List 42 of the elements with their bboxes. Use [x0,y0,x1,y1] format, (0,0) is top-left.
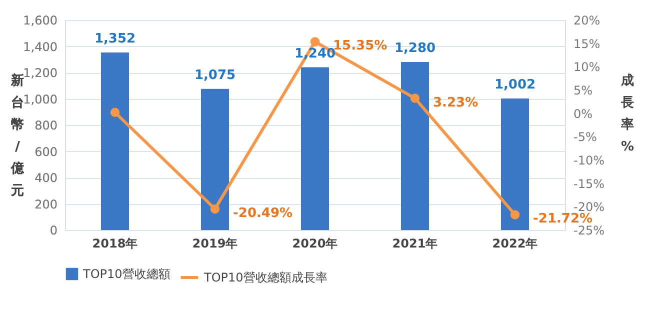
x-tick-label: 2019年 [192,236,238,250]
point [210,204,220,214]
y-tick-label: 1,400 [23,40,58,54]
y2-tick-label: 20% [574,14,600,28]
bar [501,98,529,230]
y2-tick-label: 5% [574,84,593,98]
point [310,37,320,46]
bar [201,88,229,230]
y-tick-label: 400 [34,171,58,185]
y-tick-label: 800 [34,118,58,132]
bar [101,52,129,230]
y2-tick-label: 15% [574,36,600,51]
y2-tick-label: 10% [574,60,600,74]
y2-tick-label: -10% [574,154,605,168]
data-label: -20.49% [233,206,293,221]
data-label: 1,002 [494,77,536,92]
y-tick-label: 0 [50,224,58,238]
legend-label: TOP10營收總額成長率 [203,270,328,284]
legend-label: TOP10營收總額 [82,267,170,281]
bar [401,62,429,230]
y2-axis-title: 成長率% [620,74,634,154]
y-tick-label: 1,200 [23,66,58,80]
point [110,108,120,118]
y-tick-label: 1,000 [23,92,58,106]
x-tick-label: 2021年 [392,236,438,250]
x-tick-label: 2022年 [492,236,538,250]
bar [301,67,329,230]
point [510,210,520,220]
data-label: 3.23% [433,95,478,110]
x-tick-label: 2020年 [292,236,338,250]
data-label: 1,075 [194,68,236,83]
y2-tick-label: 0% [574,106,593,121]
data-label: 1,280 [394,41,436,56]
y-tick-label: 1,600 [23,14,58,28]
y2-tick-label: -15% [574,176,605,191]
y-axis-title: 新台幣/億元 [10,72,25,198]
x-tick-label: 2018年 [92,236,138,250]
data-label: 1,352 [94,32,136,47]
y2-tick-label: -5% [574,130,597,144]
y-tick-label: 600 [34,144,58,159]
y-tick-label: 200 [34,197,58,212]
point [410,94,420,103]
